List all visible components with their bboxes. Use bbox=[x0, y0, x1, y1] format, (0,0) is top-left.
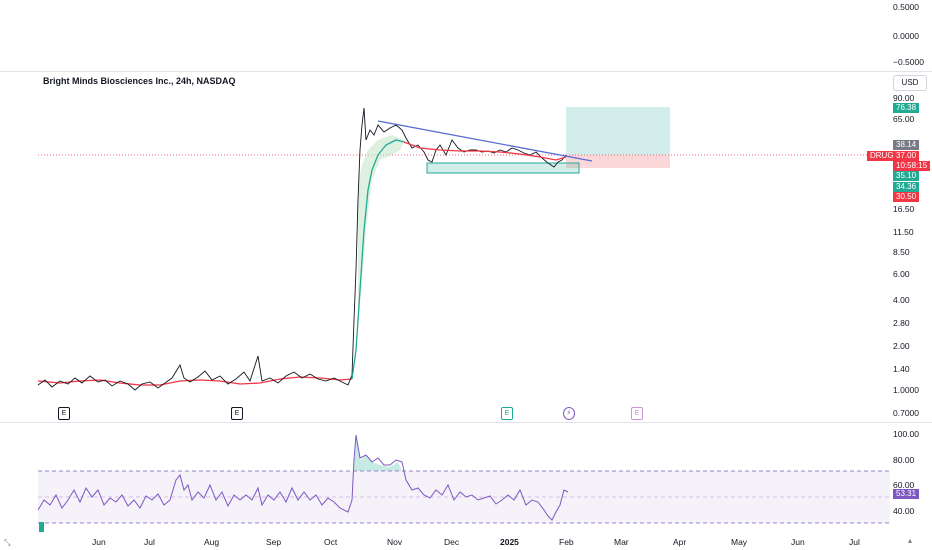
rsi-axis-tick: 100.00 bbox=[893, 429, 919, 439]
earnings-marker[interactable]: E bbox=[631, 407, 643, 420]
target-price-tag: 76.38 bbox=[893, 103, 920, 113]
time-axis-label: Apr bbox=[673, 537, 687, 547]
time-axis-label: Aug bbox=[204, 537, 220, 547]
entry-price-tag: 35.10 bbox=[893, 171, 920, 181]
top-pane-tick: 0.0000 bbox=[893, 31, 919, 41]
descending-trendline bbox=[377, 120, 593, 162]
time-axis-label: Jul bbox=[144, 537, 155, 547]
flag-icon bbox=[39, 522, 44, 532]
scroll-right-icon[interactable]: ▴ bbox=[908, 536, 913, 545]
top-pane-tick: −0.5000 bbox=[893, 57, 924, 67]
price-axis-tick: 0.7000 bbox=[893, 408, 919, 418]
pane-divider[interactable] bbox=[0, 422, 932, 423]
rsi-axis-tick: 80.00 bbox=[893, 455, 915, 465]
rsi-axis-tick: 40.00 bbox=[893, 506, 915, 516]
rsi-axis-tick: 60.00 bbox=[893, 480, 915, 490]
time-axis-label: Jul bbox=[849, 537, 860, 547]
earnings-marker[interactable]: E bbox=[58, 407, 70, 420]
ema-line-early bbox=[37, 376, 353, 386]
top-indicator-pane[interactable] bbox=[0, 0, 932, 72]
ema-line-rise bbox=[351, 139, 405, 380]
time-axis-label: Jun bbox=[791, 537, 805, 547]
high-price-tag: 38.14 bbox=[893, 140, 920, 150]
stop-price-tag: 30.50 bbox=[893, 192, 920, 202]
price-axis-tick: 4.00 bbox=[893, 295, 910, 305]
price-axis-tick: 90.00 bbox=[893, 93, 915, 103]
price-axis-tick: 1.40 bbox=[893, 364, 910, 374]
price-axis-tick: 6.00 bbox=[893, 269, 910, 279]
support-price-tag: 34.36 bbox=[893, 182, 920, 192]
time-axis-label: Dec bbox=[444, 537, 460, 547]
chart-title: Bright Minds Biosciences Inc., 24h, NASD… bbox=[43, 76, 236, 86]
rsi-overbought-fill bbox=[354, 435, 402, 471]
time-axis-label: Mar bbox=[614, 537, 629, 547]
price-axis-tick: 65.00 bbox=[893, 114, 915, 124]
rsi-value-tag: 53.31 bbox=[893, 489, 920, 499]
earnings-marker[interactable]: E bbox=[231, 407, 243, 420]
rsi-line bbox=[37, 434, 569, 521]
zoom-icon[interactable]: ⤡ bbox=[4, 538, 11, 547]
long-position-stop-zone bbox=[566, 155, 670, 168]
price-candles-path bbox=[37, 107, 567, 391]
time-axis-label: Sep bbox=[266, 537, 282, 547]
price-axis-tick: 11.50 bbox=[893, 227, 914, 237]
price-axis-tick: 2.80 bbox=[893, 318, 910, 328]
earnings-marker[interactable]: E bbox=[501, 407, 513, 420]
ema-line-late bbox=[403, 141, 567, 161]
time-axis-label: Nov bbox=[387, 537, 403, 547]
currency-button[interactable]: USD bbox=[893, 75, 927, 91]
time-axis-label: 2025 bbox=[500, 537, 519, 547]
bar-countdown-tag: 10:58:15 bbox=[893, 161, 931, 171]
price-axis-tick: 8.50 bbox=[893, 247, 910, 257]
top-pane-tick: 0.5000 bbox=[893, 2, 919, 12]
time-axis-label: Jun bbox=[92, 537, 106, 547]
ticker-tag: DRUG bbox=[867, 151, 897, 161]
time-axis-label: May bbox=[731, 537, 748, 547]
ema-cloud-fill bbox=[358, 135, 405, 330]
price-axis-tick: 16.50 bbox=[893, 204, 915, 214]
dividend-event-icon[interactable]: ⚡ bbox=[563, 407, 575, 420]
price-axis-tick: 1.0000 bbox=[893, 385, 919, 395]
time-axis-label: Oct bbox=[324, 537, 338, 547]
support-zone-rectangle bbox=[426, 162, 580, 174]
time-axis-label: Feb bbox=[559, 537, 574, 547]
long-position-profit-zone bbox=[566, 107, 670, 155]
last-price-tag: 37.00 bbox=[893, 151, 920, 161]
price-axis-tick: 2.00 bbox=[893, 341, 910, 351]
